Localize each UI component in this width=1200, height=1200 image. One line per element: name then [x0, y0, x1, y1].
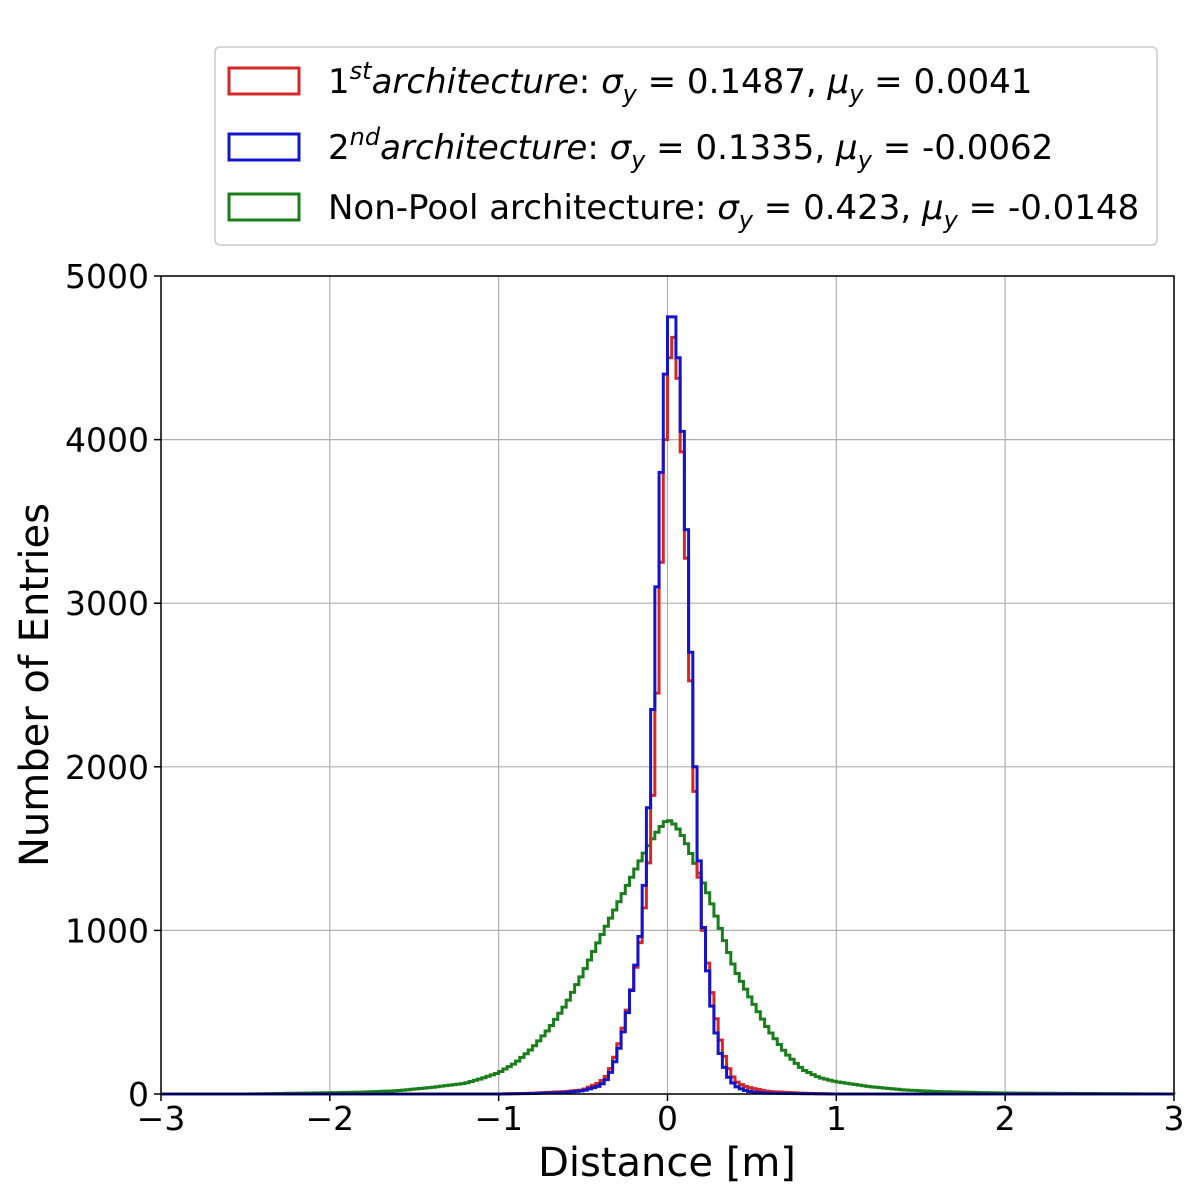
y-tick-label: 5000	[65, 257, 149, 296]
y-axis: 0 1000 2000 3000 4000 5000	[65, 257, 161, 1114]
x-tick-label: 3	[1164, 1099, 1185, 1138]
legend-frame	[214, 46, 1158, 246]
x-tick-label: −3	[137, 1099, 186, 1138]
legend-swatch	[227, 192, 301, 222]
legend-label: Non-Pool architecture: σy = 0.423, μy = …	[328, 188, 1139, 234]
y-axis-label: Number of Entries	[12, 503, 58, 867]
x-tick-label: 0	[657, 1099, 678, 1138]
legend-label: 2ndarchitecture: σy = 0.1335, μy = -0.00…	[328, 123, 1053, 174]
legend-swatch	[227, 66, 301, 96]
x-tick-label: −1	[474, 1099, 523, 1138]
plot-area: −3 −2 −1 0 1 2 3 0 1000 2000 3000 4000 5000	[65, 257, 1184, 1138]
x-tick-label: 1	[826, 1099, 847, 1138]
x-tick-label: −2	[306, 1099, 355, 1138]
legend: 1starchitecture: σy = 0.1487, μy = 0.004…	[214, 46, 1158, 246]
legend-entry: Non-Pool architecture: σy = 0.423, μy = …	[227, 188, 1139, 234]
y-tick-label: 0	[128, 1075, 149, 1114]
legend-entry: 1starchitecture: σy = 0.1487, μy = 0.004…	[227, 57, 1032, 108]
legend-swatch	[227, 132, 301, 162]
x-axis: −3 −2 −1 0 1 2 3	[137, 1094, 1185, 1138]
y-tick-label: 2000	[65, 748, 149, 787]
legend-label: 1starchitecture: σy = 0.1487, μy = 0.004…	[328, 57, 1032, 108]
x-tick-label: 2	[995, 1099, 1016, 1138]
x-axis-label: Distance [m]	[538, 1140, 796, 1186]
y-tick-label: 1000	[65, 911, 149, 950]
legend-entry: 2ndarchitecture: σy = 0.1335, μy = -0.00…	[227, 123, 1053, 174]
y-tick-label: 4000	[65, 421, 149, 460]
y-tick-label: 3000	[65, 584, 149, 623]
